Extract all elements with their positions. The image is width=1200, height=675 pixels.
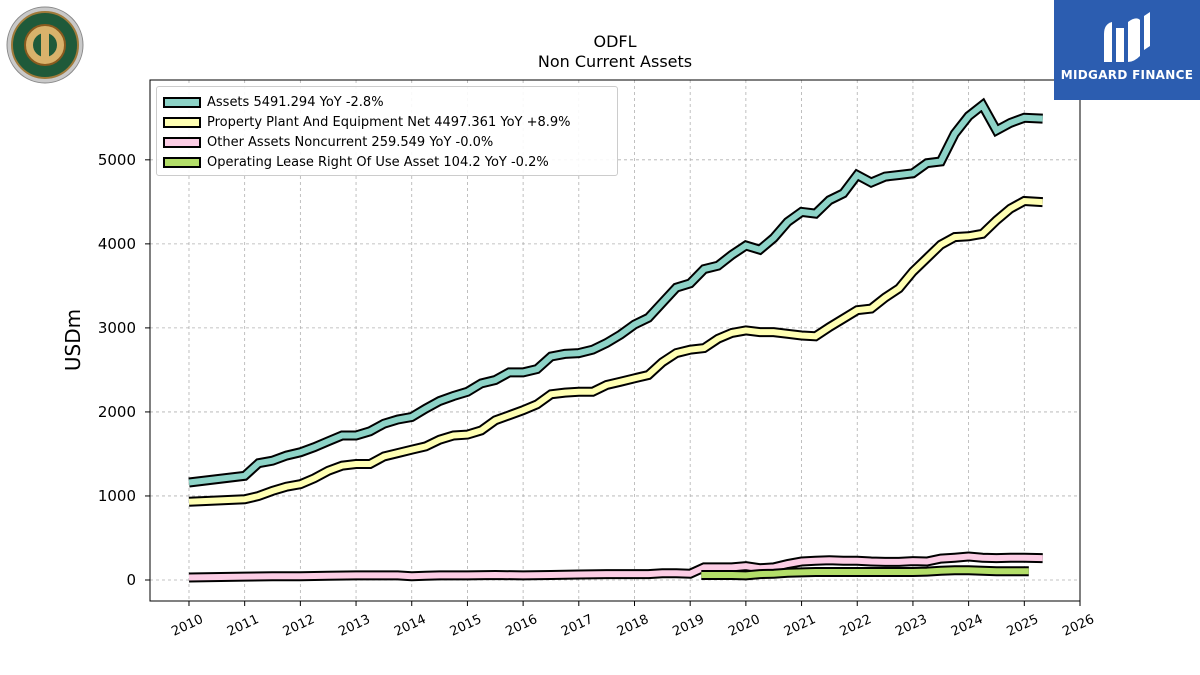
- legend-label: Operating Lease Right Of Use Asset 104.2…: [207, 154, 549, 170]
- y-tick-label: 1000: [98, 487, 136, 505]
- x-tick-label: 2021: [782, 612, 818, 640]
- plot-frame: [149, 79, 1081, 602]
- x-tick-label: 2013: [336, 612, 372, 640]
- legend-item-operating-lease: Operating Lease Right Of Use Asset 104.2…: [163, 152, 611, 172]
- chart-subtitle: Non Current Assets: [537, 52, 693, 71]
- legend-swatch: [163, 96, 201, 108]
- x-tick-label: 2026: [1060, 612, 1096, 640]
- legend-label: Property Plant And Equipment Net 4497.36…: [207, 114, 571, 130]
- legend-item-assets: Assets 5491.294 YoY -2.8%: [163, 92, 611, 112]
- x-tick-label: 2010: [169, 612, 205, 640]
- legend-item-other-assets: Other Assets Noncurrent 259.549 YoY -0.0…: [163, 132, 611, 152]
- x-tick-label: 2014: [392, 612, 428, 640]
- legend-label: Assets 5491.294 YoY -2.8%: [207, 94, 384, 110]
- midgard-logo-icon: [1104, 12, 1150, 62]
- x-tick-label: 2023: [893, 612, 929, 640]
- series-line-2: [188, 553, 1043, 581]
- legend-item-ppe: Property Plant And Equipment Net 4497.36…: [163, 112, 611, 132]
- y-axis-label: USDm: [61, 309, 85, 371]
- x-tick-label: 2022: [838, 612, 874, 640]
- legend: Assets 5491.294 YoY -2.8% Property Plant…: [156, 86, 618, 176]
- chart-title: ODFL: [593, 32, 637, 51]
- x-tick-label: 2016: [503, 612, 539, 640]
- y-tick-label: 0: [126, 571, 136, 589]
- y-tick-label: 3000: [98, 319, 136, 337]
- old-dominion-seal-icon: [6, 6, 84, 84]
- brand-name: MIDGARD FINANCE: [1060, 68, 1194, 82]
- x-tick-label: 2025: [1005, 612, 1041, 640]
- series-line-3: [701, 567, 1029, 579]
- y-tick-label: 4000: [98, 235, 136, 253]
- legend-swatch: [163, 136, 201, 148]
- x-tick-label: 2012: [281, 612, 317, 640]
- x-tick-label: 2011: [225, 612, 261, 640]
- brand-panel: MIDGARD FINANCE: [1054, 0, 1200, 100]
- series-line-0: [188, 100, 1043, 486]
- y-ticks: 0 1000 2000 3000 4000 5000: [98, 151, 150, 589]
- x-tick-label: 2015: [448, 612, 484, 640]
- series-layer: [188, 97, 1043, 583]
- legend-label: Other Assets Noncurrent 259.549 YoY -0.0…: [207, 134, 494, 150]
- y-tick-label: 5000: [98, 151, 136, 169]
- legend-swatch: [163, 116, 201, 128]
- x-tick-label: 2020: [726, 612, 762, 640]
- series-outline-1: [188, 195, 1043, 507]
- legend-swatch: [163, 156, 201, 168]
- x-tick-label: 2019: [671, 612, 707, 640]
- x-tick-label: 2017: [559, 612, 595, 640]
- y-tick-label: 2000: [98, 403, 136, 421]
- x-tick-label: 2024: [949, 612, 985, 640]
- x-ticks: 2010 2011 2012 2013 2014 2015 2016 2017 2018 2019…: [169, 601, 1097, 640]
- x-tick-label: 2018: [615, 612, 651, 640]
- series-line-1: [188, 197, 1043, 505]
